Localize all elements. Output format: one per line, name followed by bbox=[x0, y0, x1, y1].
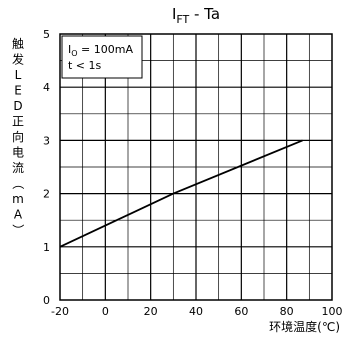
y-axis-label-char: L bbox=[15, 68, 22, 82]
series-layer bbox=[59, 139, 303, 248]
y-tick-label: 5 bbox=[43, 28, 50, 41]
y-tick-label: 4 bbox=[43, 81, 50, 94]
chart-title: IFT - Ta bbox=[172, 5, 220, 26]
x-tick-label: 40 bbox=[189, 305, 203, 318]
y-tick-label: 1 bbox=[43, 241, 50, 254]
y-tick-label: 3 bbox=[43, 134, 50, 147]
x-tick-label: 80 bbox=[280, 305, 294, 318]
legend-line-1-rest: = 100mA bbox=[78, 43, 134, 56]
x-tick-label: 60 bbox=[234, 305, 248, 318]
y-tick-label: 0 bbox=[43, 294, 50, 307]
legend: IO = 100mA t < 1s bbox=[61, 35, 143, 79]
y-axis-label-char: 电 bbox=[12, 146, 24, 160]
y-axis-label-char: 流 bbox=[12, 161, 24, 175]
y-axis-label-char: （ bbox=[11, 177, 25, 189]
chart-title-rest: - Ta bbox=[189, 5, 220, 23]
legend-line-2: t < 1s bbox=[68, 59, 102, 72]
legend-line-1: IO = 100mA bbox=[68, 43, 133, 58]
x-tick-label: -20 bbox=[51, 305, 69, 318]
y-axis-label-char: 触 bbox=[12, 37, 24, 51]
chart-title-main: I bbox=[172, 5, 176, 23]
legend-line-1-sub: O bbox=[71, 49, 77, 58]
x-tick-label: 0 bbox=[102, 305, 109, 318]
y-axis-label-char: 向 bbox=[12, 129, 24, 144]
x-tick-label: 100 bbox=[322, 305, 343, 318]
y-tick-label: 2 bbox=[43, 188, 50, 201]
y-axis-label-char: A bbox=[14, 208, 23, 222]
legend-line-1-main: I bbox=[68, 43, 71, 56]
chart-title-sub: FT bbox=[176, 13, 189, 26]
y-axis-label-char: D bbox=[13, 99, 22, 113]
x-axis-label: 环境温度(℃) bbox=[269, 319, 340, 334]
x-tick-label: 20 bbox=[144, 305, 158, 318]
series-line-1 bbox=[59, 139, 303, 248]
y-axis-label-char: 正 bbox=[12, 115, 24, 129]
y-axis-label-char: m bbox=[12, 192, 24, 206]
y-axis-label-char: 发 bbox=[12, 52, 24, 67]
plot-frame bbox=[59, 33, 333, 301]
y-axis-label-char: ） bbox=[11, 224, 25, 236]
y-axis-label-char: E bbox=[14, 84, 22, 98]
legend-box bbox=[61, 35, 143, 79]
grid bbox=[60, 34, 332, 300]
